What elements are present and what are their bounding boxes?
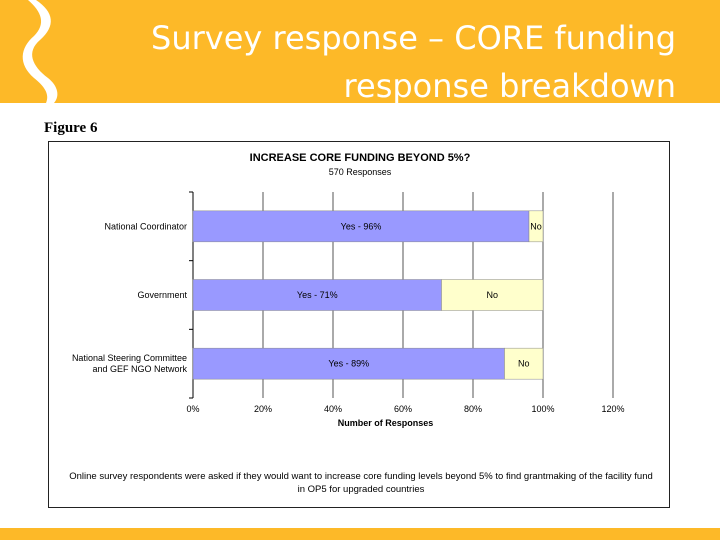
category-label: Government <box>137 290 187 300</box>
category-label: National Coordinator <box>104 221 187 231</box>
bar-no-label: No <box>518 359 530 369</box>
caption-line-1: Online survey respondents were asked if … <box>69 471 653 482</box>
figure-label: Figure 6 <box>44 120 98 136</box>
bar-chart: 0% 20% 40% 60% 80% 100% 120% Number of Response… <box>72 191 625 428</box>
bar-yes-label: Yes - 71% <box>297 290 338 300</box>
category-label: and GEF NGO Network <box>92 364 187 374</box>
bar-no-label: No <box>486 290 498 300</box>
bar-yes-label: Yes - 96% <box>341 221 382 231</box>
slide-title: Survey response – CORE funding response … <box>116 14 676 110</box>
x-tick-label: 0% <box>186 404 199 414</box>
bar-no <box>528 210 544 243</box>
x-tick-label: 60% <box>394 404 412 414</box>
chart-caption: Online survey respondents were asked if … <box>55 470 667 496</box>
x-tick-label: 120% <box>601 404 624 414</box>
bar-yes-label: Yes - 89% <box>328 359 369 369</box>
x-tick-label: 40% <box>324 404 342 414</box>
slide-title-line-1: Survey response – CORE funding <box>151 19 676 57</box>
bar-yes <box>192 347 505 380</box>
bar-no-label: No <box>530 221 542 231</box>
x-tick-label: 80% <box>464 404 482 414</box>
category-label: National Steering Committee <box>72 353 187 363</box>
bar-yes <box>192 210 530 243</box>
chart-title: INCREASE CORE FUNDING BEYOND 5%? <box>249 152 471 164</box>
chart-frame: INCREASE CORE FUNDING BEYOND 5%? 570 Res… <box>48 141 670 508</box>
chart-subtitle: 570 Responses <box>328 167 392 177</box>
header-band <box>0 0 720 103</box>
footer-band <box>0 528 720 540</box>
caption-line-2: in OP5 for upgraded countries <box>297 484 425 495</box>
bar-no <box>504 347 544 380</box>
slide-title-line-2: response breakdown <box>343 67 676 105</box>
bar-yes <box>192 279 442 311</box>
logo-swirl-icon <box>22 0 58 103</box>
x-tick-label: 20% <box>254 404 272 414</box>
bar-no <box>441 279 544 311</box>
x-axis-title: Number of Responses <box>338 418 434 428</box>
x-tick-label: 100% <box>531 404 554 414</box>
